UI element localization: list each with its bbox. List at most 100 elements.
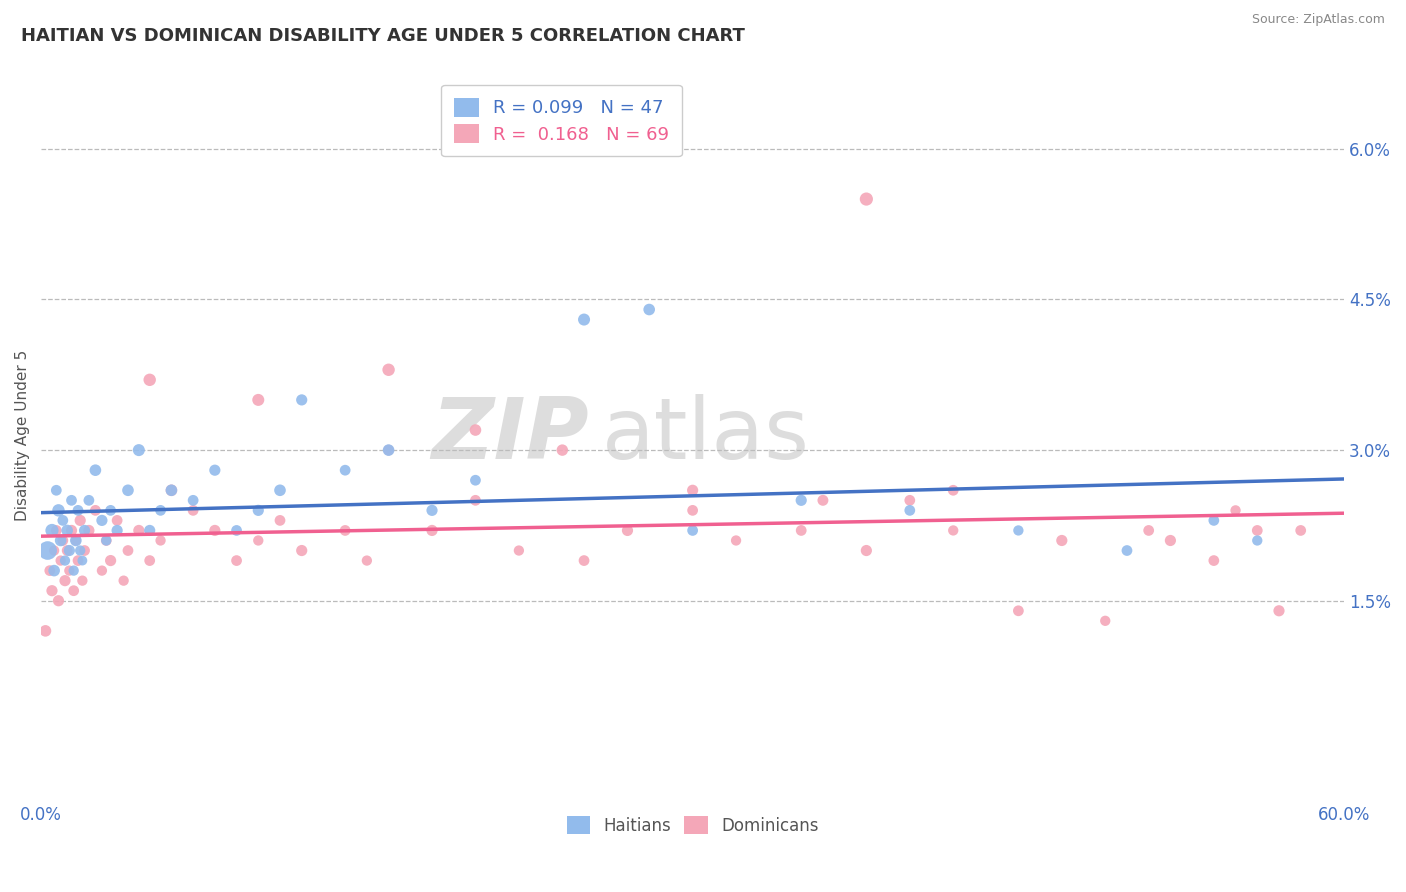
Point bbox=[58, 543, 80, 558]
Point bbox=[464, 473, 486, 487]
Point bbox=[333, 463, 356, 477]
Point bbox=[682, 503, 704, 517]
Point bbox=[62, 583, 84, 598]
Point bbox=[77, 524, 100, 538]
Point bbox=[898, 493, 921, 508]
Point bbox=[90, 564, 112, 578]
Point bbox=[1116, 543, 1139, 558]
Point bbox=[38, 564, 60, 578]
Point bbox=[508, 543, 530, 558]
Point bbox=[60, 524, 83, 538]
Point bbox=[84, 463, 107, 477]
Point bbox=[149, 533, 172, 548]
Point bbox=[48, 593, 70, 607]
Text: ZIP: ZIP bbox=[430, 393, 588, 476]
Point bbox=[65, 533, 87, 548]
Point bbox=[291, 392, 314, 407]
Point bbox=[1050, 533, 1073, 548]
Point bbox=[247, 392, 270, 407]
Text: atlas: atlas bbox=[602, 393, 810, 476]
Point bbox=[53, 553, 76, 567]
Point bbox=[48, 503, 70, 517]
Point bbox=[942, 483, 965, 498]
Point bbox=[898, 503, 921, 517]
Point bbox=[66, 503, 89, 517]
Point bbox=[572, 312, 595, 326]
Point bbox=[44, 543, 66, 558]
Point bbox=[84, 503, 107, 517]
Point bbox=[420, 524, 443, 538]
Point bbox=[1007, 604, 1029, 618]
Point bbox=[53, 574, 76, 588]
Point bbox=[464, 423, 486, 437]
Point bbox=[616, 524, 638, 538]
Point bbox=[551, 443, 574, 458]
Point bbox=[682, 524, 704, 538]
Point bbox=[128, 443, 150, 458]
Point bbox=[56, 543, 79, 558]
Point bbox=[37, 543, 59, 558]
Point bbox=[1268, 604, 1291, 618]
Point bbox=[1225, 503, 1247, 517]
Point bbox=[356, 553, 378, 567]
Point bbox=[181, 493, 204, 508]
Point bbox=[333, 524, 356, 538]
Point bbox=[377, 363, 399, 377]
Point bbox=[790, 524, 813, 538]
Point bbox=[73, 543, 96, 558]
Point bbox=[682, 483, 704, 498]
Point bbox=[73, 524, 96, 538]
Point bbox=[464, 493, 486, 508]
Point bbox=[790, 493, 813, 508]
Point bbox=[247, 503, 270, 517]
Point bbox=[149, 503, 172, 517]
Point bbox=[572, 553, 595, 567]
Point bbox=[34, 624, 56, 638]
Point bbox=[420, 503, 443, 517]
Point bbox=[1137, 524, 1160, 538]
Point bbox=[100, 503, 122, 517]
Point bbox=[56, 524, 79, 538]
Point bbox=[204, 524, 226, 538]
Point bbox=[96, 533, 118, 548]
Point bbox=[638, 302, 661, 317]
Point bbox=[44, 564, 66, 578]
Legend: Haitians, Dominicans: Haitians, Dominicans bbox=[557, 805, 828, 845]
Point bbox=[52, 513, 75, 527]
Point bbox=[105, 513, 128, 527]
Point bbox=[181, 503, 204, 517]
Point bbox=[138, 524, 160, 538]
Point bbox=[41, 583, 63, 598]
Point bbox=[128, 524, 150, 538]
Point bbox=[49, 553, 72, 567]
Point bbox=[105, 524, 128, 538]
Point bbox=[96, 533, 118, 548]
Point bbox=[1094, 614, 1116, 628]
Text: Source: ZipAtlas.com: Source: ZipAtlas.com bbox=[1251, 13, 1385, 27]
Point bbox=[45, 483, 67, 498]
Point bbox=[100, 553, 122, 567]
Point bbox=[204, 463, 226, 477]
Point bbox=[72, 574, 94, 588]
Point bbox=[138, 373, 160, 387]
Point bbox=[90, 513, 112, 527]
Point bbox=[269, 513, 291, 527]
Point bbox=[69, 543, 91, 558]
Point bbox=[1159, 533, 1181, 548]
Point bbox=[725, 533, 748, 548]
Point bbox=[138, 553, 160, 567]
Y-axis label: Disability Age Under 5: Disability Age Under 5 bbox=[15, 350, 30, 521]
Point bbox=[1246, 524, 1268, 538]
Text: HAITIAN VS DOMINICAN DISABILITY AGE UNDER 5 CORRELATION CHART: HAITIAN VS DOMINICAN DISABILITY AGE UNDE… bbox=[21, 27, 745, 45]
Point bbox=[1202, 513, 1225, 527]
Point bbox=[77, 493, 100, 508]
Point bbox=[58, 564, 80, 578]
Point bbox=[45, 524, 67, 538]
Point bbox=[112, 574, 135, 588]
Point bbox=[247, 533, 270, 548]
Point bbox=[377, 443, 399, 458]
Point bbox=[225, 524, 247, 538]
Point bbox=[60, 493, 83, 508]
Point bbox=[1289, 524, 1312, 538]
Point bbox=[52, 533, 75, 548]
